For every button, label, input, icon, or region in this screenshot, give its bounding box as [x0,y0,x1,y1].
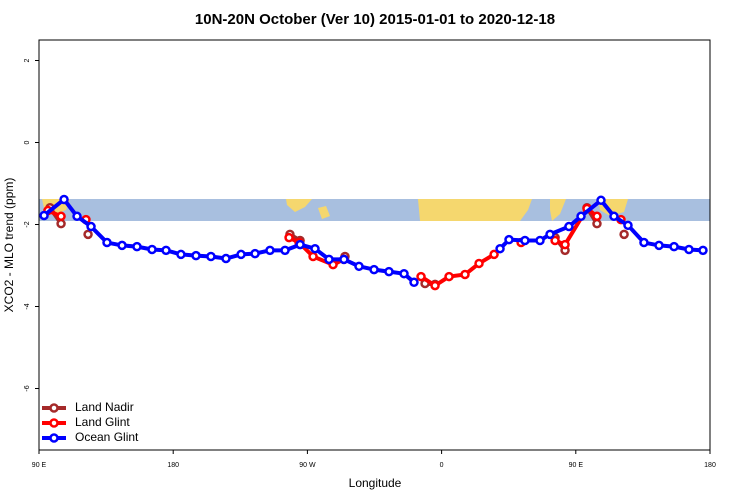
point [86,221,96,232]
point [176,249,186,260]
legend-marker [49,418,59,428]
point [56,218,66,229]
point [489,249,499,260]
point [550,235,560,246]
point [399,268,409,279]
point [698,245,708,256]
point [83,229,93,240]
point [59,194,69,205]
y-tick-label: -4 [24,303,31,309]
x-tick-label: 90 W [299,462,316,469]
x-tick-label: 90 E [569,462,584,469]
point [430,280,440,291]
point [102,237,112,248]
point [308,251,318,262]
point [495,243,505,254]
point [596,195,606,206]
point [654,240,664,251]
point [639,237,649,248]
y-axis-label: XCO2 - MLO trend (ppm) [2,178,16,313]
point [560,239,570,250]
point [420,278,430,289]
point [460,269,470,280]
point [609,211,619,222]
y-tick-label: 2 [24,58,31,62]
point [250,248,260,259]
legend-label: Land Glint [75,415,130,429]
point [39,210,49,221]
point [384,266,394,277]
point [520,235,530,246]
y-tick-label: -2 [24,221,31,227]
point [444,271,454,282]
y-tick-label: 0 [24,140,31,144]
point [191,250,201,261]
legend-marker [49,403,59,413]
point [72,211,82,222]
point [545,229,555,240]
point [324,254,334,265]
point [623,220,633,231]
point [147,244,157,255]
point [310,243,320,254]
point [117,240,127,251]
point [56,211,66,222]
point [132,241,142,252]
legend-label: Land Nadir [75,400,134,414]
point [236,249,246,260]
point [284,232,294,243]
point [354,261,364,272]
legend-marker [49,433,59,443]
y-tick-label: -6 [24,385,31,391]
point [161,245,171,256]
chart-title: 10N-20N October (Ver 10) 2015-01-01 to 2… [195,11,555,28]
point [265,245,275,256]
plot-frame [38,39,711,451]
map-strip [39,199,710,221]
point [369,264,379,275]
x-tick-label: 180 [704,462,716,469]
point [295,239,305,250]
x-tick-label: 180 [167,462,179,469]
point [474,258,484,269]
legend-label: Ocean Glint [75,430,139,444]
point [576,211,586,222]
point [592,218,602,229]
point [564,221,574,232]
point [684,244,694,255]
point [280,245,290,256]
point [592,211,602,222]
point [504,234,514,245]
point [221,253,231,264]
point [206,251,216,262]
point [409,277,419,288]
x-axis-label: Longitude [349,476,402,490]
point [416,271,426,282]
point [535,235,545,246]
point [669,241,679,252]
x-tick-label: 90 E [32,462,47,469]
point [619,229,629,240]
x-tick-label: 0 [440,462,444,469]
point [339,254,349,265]
